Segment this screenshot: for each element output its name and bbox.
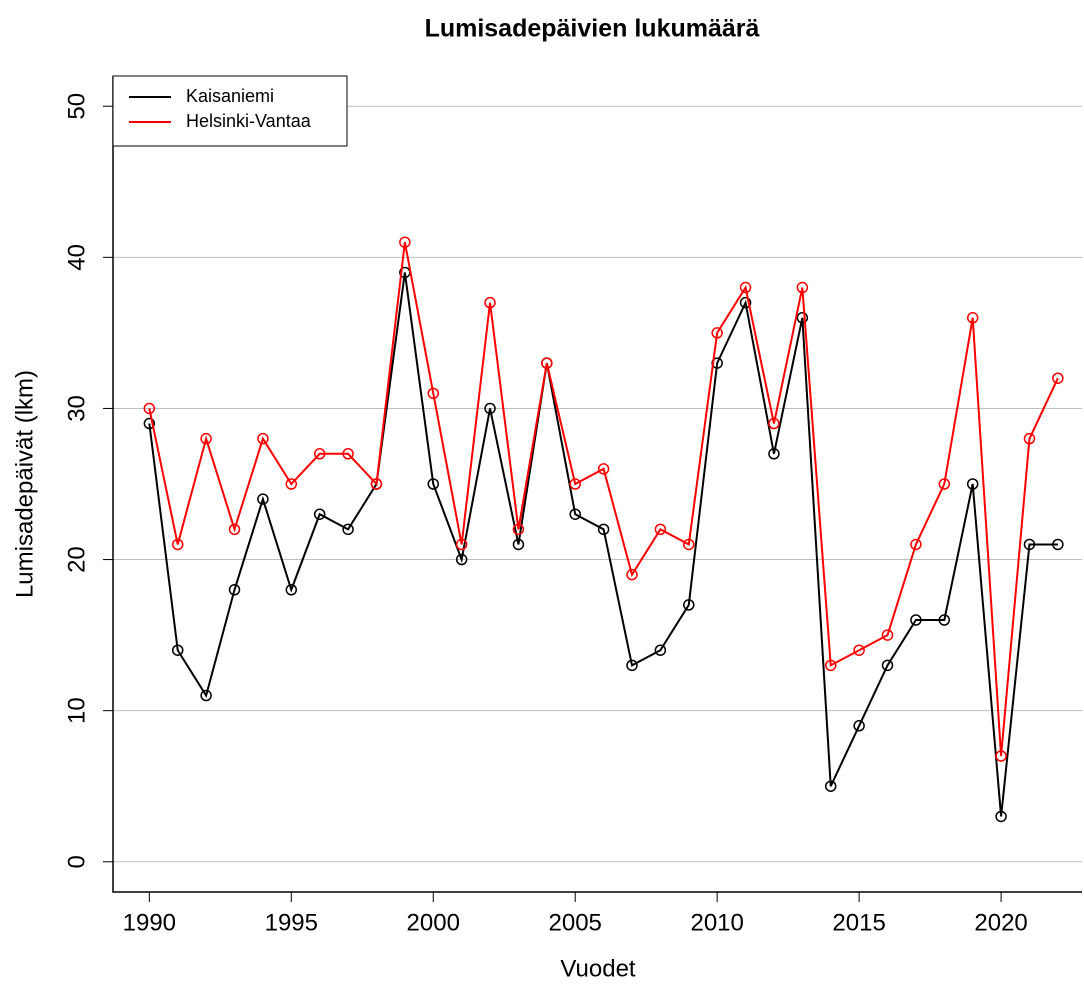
y-tick-label: 30: [63, 395, 90, 422]
data-point: [796, 312, 809, 324]
data-point: [683, 599, 695, 611]
data-point: [455, 553, 468, 566]
data-point: [171, 538, 184, 551]
data-point: [228, 584, 241, 596]
data-point: [313, 448, 326, 460]
legend-box: [112, 75, 348, 147]
data-point: [200, 432, 212, 445]
legend-label: Helsinki-Vantaa: [186, 111, 312, 131]
x-tick-label: 2000: [407, 909, 460, 936]
data-point: [484, 296, 496, 309]
data-point: [200, 689, 212, 702]
y-axis-label: Lumisadepäivät (lkm): [11, 370, 38, 598]
data-point: [626, 659, 638, 672]
data-point: [399, 236, 411, 248]
data-point: [995, 750, 1007, 762]
data-point: [512, 538, 525, 551]
data-point: [938, 614, 951, 626]
x-tick-label: 2020: [974, 909, 1027, 936]
x-tick-label: 2015: [832, 909, 885, 936]
chart-title: Lumisadepäivien lukumäärä: [425, 15, 760, 43]
y-tick-label: 0: [63, 855, 90, 868]
legend-label: Kaisaniemi: [186, 86, 274, 106]
data-point: [881, 659, 894, 672]
data-point: [512, 523, 525, 536]
data-point: [739, 281, 752, 294]
data-point: [143, 417, 156, 430]
data-point: [370, 478, 383, 490]
data-point: [427, 387, 440, 400]
data-point: [427, 478, 440, 490]
series-line: [148, 242, 1059, 757]
data-point: [853, 644, 865, 656]
data-point: [342, 523, 354, 536]
series-line: [148, 272, 1058, 817]
data-point: [938, 478, 951, 490]
data-point: [257, 493, 269, 505]
data-point: [285, 584, 298, 596]
data-point: [683, 538, 695, 551]
y-tick-label: 20: [63, 546, 90, 573]
data-point: [313, 508, 326, 520]
data-point: [541, 357, 553, 369]
axis-line: [112, 76, 1082, 893]
data-point: [654, 644, 667, 656]
x-tick-label: 2005: [549, 909, 602, 936]
data-point: [569, 478, 581, 490]
data-point: [171, 644, 184, 656]
data-point: [569, 508, 581, 520]
data-point: [228, 523, 241, 536]
data-point: [342, 448, 354, 460]
data-point: [995, 810, 1007, 823]
data-point: [257, 432, 269, 445]
data-point: [739, 296, 752, 309]
data-point: [597, 463, 610, 475]
x-tick-label: 2010: [690, 909, 743, 936]
data-point: [966, 478, 979, 490]
data-point: [285, 478, 298, 490]
data-point: [1023, 538, 1036, 551]
data-point: [824, 780, 837, 792]
x-tick-label: 1990: [123, 909, 176, 936]
y-tick-label: 40: [63, 244, 90, 271]
data-point: [711, 327, 723, 339]
data-point: [1052, 372, 1064, 384]
data-point: [484, 402, 496, 415]
data-point: [1023, 432, 1036, 445]
data-point: [626, 568, 638, 581]
data-point: [853, 720, 865, 732]
data-point: [768, 417, 780, 430]
data-point: [881, 629, 894, 641]
x-tick-label: 1995: [265, 909, 318, 936]
y-tick-label: 10: [63, 697, 90, 724]
data-point: [143, 402, 156, 415]
data-point: [455, 538, 468, 551]
data-point: [654, 523, 667, 536]
data-point: [796, 281, 809, 294]
data-point: [966, 312, 979, 324]
x-axis-label: Vuodet: [560, 955, 636, 982]
data-point: [824, 659, 837, 672]
data-point: [1052, 538, 1064, 551]
data-point: [597, 523, 610, 536]
y-tick-label: 50: [63, 93, 90, 120]
data-point: [910, 614, 922, 626]
data-point: [768, 448, 780, 460]
data-point: [910, 538, 922, 551]
